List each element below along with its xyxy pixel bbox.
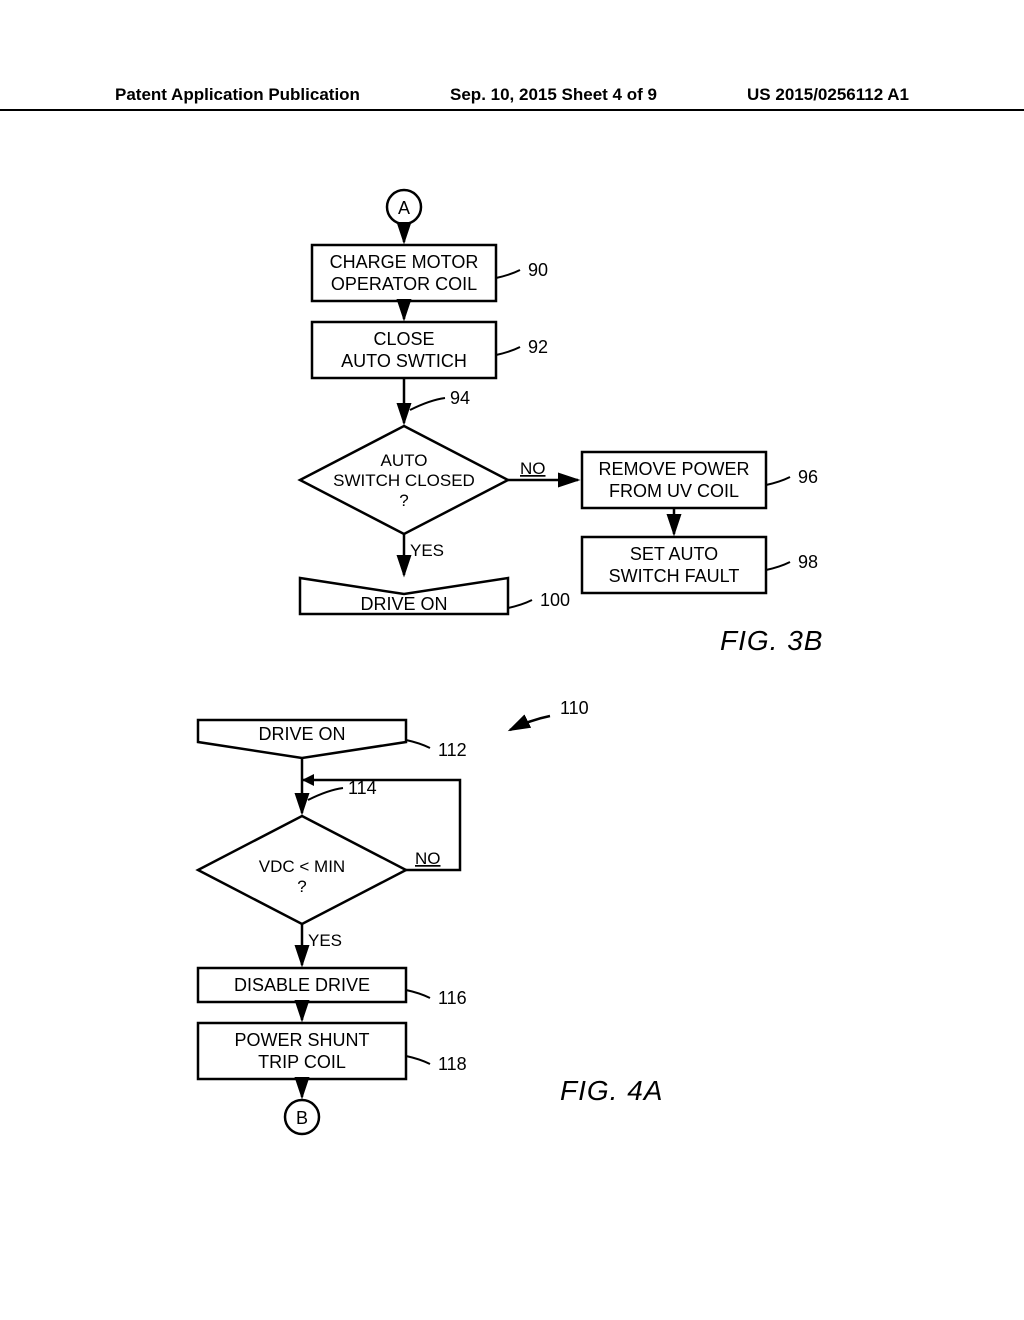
fig-4a-title: FIG. 4A (560, 1075, 663, 1106)
fig-3b-title: FIG. 3B (720, 625, 823, 656)
leader-116 (406, 990, 430, 998)
ref-100: 100 (540, 590, 570, 610)
ref-116: 116 (438, 988, 467, 1008)
leader-98 (766, 562, 790, 570)
box-92-l1: CLOSE (373, 329, 434, 349)
ref-94: 94 (450, 388, 470, 408)
leader-100 (508, 600, 532, 608)
dec-94-no: NO (520, 459, 546, 478)
box-118-l1: POWER SHUNT (235, 1030, 370, 1050)
dec-114-yes: YES (308, 931, 342, 950)
dec-94-l3: ? (399, 491, 408, 510)
box-98-l2: SWITCH FAULT (609, 566, 740, 586)
ref-118: 118 (438, 1054, 467, 1074)
connector-a-label: A (398, 198, 410, 218)
connector-b-label: B (296, 1108, 308, 1128)
leader-96 (766, 477, 790, 485)
leader-92 (496, 347, 520, 355)
diagram-svg: A CHARGE MOTOR OPERATOR COIL 90 CLOSE AU… (0, 0, 1024, 1320)
ref-98: 98 (798, 552, 818, 572)
box-90-l2: OPERATOR COIL (331, 274, 477, 294)
box-92-l2: AUTO SWTICH (341, 351, 467, 371)
dec-114-l1: VDC < MIN (259, 857, 345, 876)
ref-92: 92 (528, 337, 548, 357)
leader-90 (496, 270, 520, 278)
loop-114-arrowhead (302, 774, 314, 786)
ref-96: 96 (798, 467, 818, 487)
box-118-l2: TRIP COIL (258, 1052, 346, 1072)
dec-114-l2: ? (297, 877, 306, 896)
dec-94-yes: YES (410, 541, 444, 560)
dec-114-no: NO (415, 849, 441, 868)
box-90-l1: CHARGE MOTOR (330, 252, 479, 272)
box-100-text: DRIVE ON (360, 594, 447, 614)
box-96-l2: FROM UV COIL (609, 481, 739, 501)
box-116-text: DISABLE DRIVE (234, 975, 370, 995)
page: Patent Application Publication Sep. 10, … (0, 0, 1024, 1320)
dec-94-l2: SWITCH CLOSED (333, 471, 475, 490)
ref-90: 90 (528, 260, 548, 280)
leader-114 (308, 788, 343, 800)
leader-94 (410, 398, 445, 410)
ref-112: 112 (438, 740, 467, 760)
ref-110: 110 (560, 698, 589, 718)
dec-94-l1: AUTO (381, 451, 428, 470)
leader-112 (406, 740, 430, 748)
leader-110 (510, 716, 550, 730)
leader-118 (406, 1056, 430, 1064)
box-112-text: DRIVE ON (258, 724, 345, 744)
box-98-l1: SET AUTO (630, 544, 718, 564)
box-96-l1: REMOVE POWER (598, 459, 749, 479)
